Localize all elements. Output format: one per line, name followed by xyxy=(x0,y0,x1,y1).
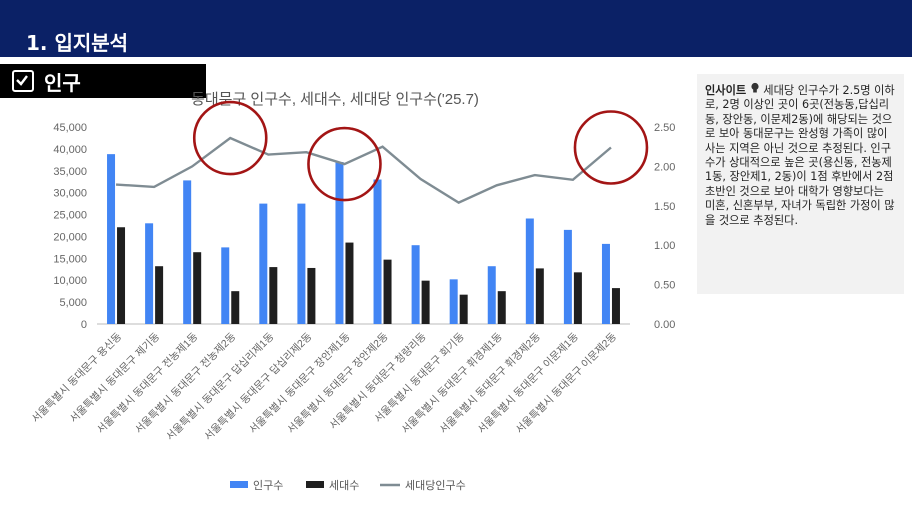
bar-households xyxy=(155,266,164,324)
y-right-tick-label: 1.00 xyxy=(654,240,675,252)
highlight-circle xyxy=(573,110,649,185)
bar-households xyxy=(535,268,544,324)
y-left-tick-label: 0 xyxy=(81,319,87,331)
y-right-tick-label: 0.00 xyxy=(654,319,675,331)
chart-title: 동대문구 인구수, 세대수, 세대당 인구수('25.7) xyxy=(191,91,479,108)
insight-title: 인사이트 xyxy=(705,84,747,97)
bar-households xyxy=(421,280,430,324)
y-right-tick-label: 0.50 xyxy=(654,280,675,292)
bar-population xyxy=(145,223,154,324)
insight-box: 인사이트 세대당 인구수가 2.5명 이하로, 2명 이상인 곳이 6곳(전농동… xyxy=(697,74,904,294)
bar-population xyxy=(487,266,496,324)
page-title: 1. 입지분석 xyxy=(26,31,129,55)
insight-text: 세대당 인구수가 2.5명 이하로, 2명 이상인 곳이 6곳(전농동,답십리동… xyxy=(705,84,895,227)
bar-population xyxy=(259,203,268,324)
bar-households xyxy=(193,252,202,324)
legend-swatch-households xyxy=(306,481,324,488)
y-right-tick-label: 1.50 xyxy=(654,201,675,213)
legend-label-per-household: 세대당인구수 xyxy=(405,479,466,492)
bar-households xyxy=(459,294,468,324)
highlight-circle xyxy=(192,100,268,176)
chart-container: 동대문구 인구수, 세대수, 세대당 인구수('25.7) 0 5,000 10,00… xyxy=(0,75,690,505)
bar-households xyxy=(307,267,316,324)
bar-households xyxy=(117,227,126,324)
bar-population xyxy=(525,218,534,324)
checkbox-icon xyxy=(12,70,34,92)
legend-label-population: 인구수 xyxy=(253,479,283,492)
chart-svg: 동대문구 인구수, 세대수, 세대당 인구수('25.7) 0 5,000 10,00… xyxy=(30,91,676,492)
y-left-tick-label: 25,000 xyxy=(53,210,87,222)
highlight-circle xyxy=(307,126,382,202)
bar-population xyxy=(221,247,230,324)
bar-households xyxy=(269,267,278,324)
section-label: 인구 xyxy=(44,70,81,95)
bar-population xyxy=(297,203,306,324)
y-left-tick-label: 10,000 xyxy=(53,275,87,287)
bar-population xyxy=(601,243,610,324)
bar-population xyxy=(411,245,420,324)
y-left-tick-label: 20,000 xyxy=(53,231,87,243)
section-tag: 인구 xyxy=(0,64,206,98)
bar-households xyxy=(231,291,240,324)
legend-swatch-population xyxy=(230,481,248,488)
bulb-icon xyxy=(750,82,764,97)
y-left-tick-label: 45,000 xyxy=(53,122,87,134)
y-right-tick-label: 2.00 xyxy=(654,161,675,173)
legend-label-households: 세대수 xyxy=(329,479,359,492)
bar-households xyxy=(611,288,620,324)
y-left-tick-label: 35,000 xyxy=(53,166,87,178)
bar-households xyxy=(497,291,506,324)
y-left-tick-label: 40,000 xyxy=(53,144,87,156)
bar-households xyxy=(345,242,354,324)
bar-population xyxy=(563,229,572,324)
bar-households xyxy=(573,272,582,324)
line-per-household xyxy=(115,136,612,205)
y-left-tick-label: 5,000 xyxy=(59,297,87,309)
bar-population xyxy=(183,180,192,324)
y-left-tick-label: 30,000 xyxy=(53,188,87,200)
bar-population xyxy=(335,162,344,324)
y-left-tick-label: 15,000 xyxy=(53,253,87,265)
y-right-tick-label: 2.50 xyxy=(654,122,675,134)
header-bar: 1. 입지분석 xyxy=(0,0,912,57)
bar-households xyxy=(383,259,392,324)
bar-population xyxy=(449,279,458,324)
bar-population xyxy=(107,154,116,324)
bar-population xyxy=(373,179,382,324)
